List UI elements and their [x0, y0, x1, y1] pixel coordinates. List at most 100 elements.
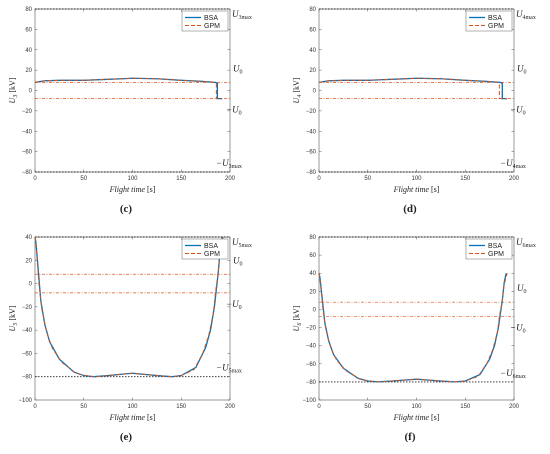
ref-label-U0: U0: [233, 255, 243, 267]
panel-label: (c): [120, 203, 133, 215]
y-tick-label: 0: [313, 307, 317, 313]
y-tick-label: 80: [309, 7, 316, 13]
x-tick-label: 0: [317, 404, 321, 410]
y-tick-label: −60: [306, 150, 317, 156]
y-tick-label: 60: [309, 27, 316, 33]
y-tick-label: −80: [22, 375, 33, 381]
y-tick-label: −20: [306, 109, 317, 115]
x-tick-label: 200: [225, 404, 236, 410]
ref-label-U0: U0: [233, 63, 243, 75]
ref-label-U5max: U5max: [232, 237, 252, 249]
x-tick-label: 50: [80, 176, 87, 182]
plot-area: [318, 236, 515, 401]
x-tick-label: 100: [411, 404, 422, 410]
y-tick-label: 60: [309, 253, 316, 259]
y-tick-label: −80: [22, 170, 33, 176]
ref-label-neg-U0: −U0: [226, 105, 242, 117]
x-tick-label: 150: [460, 176, 471, 182]
panel-label: (f): [405, 431, 416, 443]
ref-label-neg-U5max: −U5max: [216, 363, 242, 375]
x-tick-label: 200: [225, 176, 236, 182]
chart-panel-d: 0 50 100 150 200 −80 −60 −40 −20 0 20 40 60 80 U4max U0…: [292, 7, 536, 215]
x-tick-label: 100: [127, 404, 138, 410]
x-tick-label: 50: [364, 176, 371, 182]
y-tick-label: −60: [22, 351, 33, 357]
ref-label-U6max: U6max: [516, 237, 536, 249]
y-axis-label: U5 [kV]: [8, 305, 19, 331]
y-tick-label: 0: [29, 89, 33, 95]
ref-label-neg-U0: −U0: [226, 299, 242, 311]
ref-label-U0: U0: [517, 63, 527, 75]
legend-label-gpm: GPM: [204, 23, 220, 30]
x-tick-label: 150: [176, 176, 187, 182]
y-tick-label: −20: [22, 109, 33, 115]
y-tick-label: 80: [25, 7, 32, 13]
y-tick-label: 40: [25, 235, 32, 241]
y-axis-label: U3 [kV]: [8, 77, 19, 103]
ref-label-U3max: U3max: [232, 9, 252, 21]
panel-label: (d): [403, 203, 417, 215]
y-tick-label: 40: [25, 48, 32, 54]
legend-label-bsa: BSA: [488, 15, 502, 22]
legend-label-bsa: BSA: [204, 243, 218, 250]
ref-label-U4max: U4max: [516, 9, 536, 21]
y-tick-label: 20: [309, 289, 316, 295]
legend-label-gpm: GPM: [488, 23, 504, 30]
y-tick-label: −80: [306, 380, 317, 386]
ref-label-neg-U0: −U0: [510, 323, 526, 335]
ref-label-U0: U0: [517, 283, 527, 295]
x-tick-label: 0: [33, 404, 37, 410]
ref-label-neg-U4max: −U4max: [500, 158, 526, 170]
series-line-bsa: [318, 77, 508, 100]
panel-label: (e): [120, 431, 133, 443]
series-line-bsa: [34, 77, 223, 100]
y-axis-label: U4 [kV]: [292, 77, 303, 103]
y-tick-label: 20: [25, 258, 32, 264]
legend-label-bsa: BSA: [204, 15, 218, 22]
x-axis-label: Flight time [s]: [393, 185, 440, 194]
x-tick-label: 50: [80, 404, 87, 410]
y-tick-label: −40: [306, 129, 317, 135]
y-tick-label: −80: [306, 170, 317, 176]
series-line-gpm: [318, 273, 508, 383]
legend-label-gpm: GPM: [204, 251, 220, 258]
x-tick-label: 150: [176, 404, 187, 410]
y-tick-label: 40: [309, 271, 316, 277]
x-tick-label: 0: [33, 176, 37, 182]
ref-label-neg-U0: −U0: [510, 105, 526, 117]
y-tick-label: 40: [309, 48, 316, 54]
y-tick-label: 60: [25, 27, 32, 33]
legend-label-bsa: BSA: [488, 243, 502, 250]
x-tick-label: 100: [127, 176, 138, 182]
x-axis-label: Flight time [s]: [109, 413, 156, 422]
x-tick-label: 200: [509, 176, 520, 182]
chart-panel-e: 0 50 100 150 200 −100 −80 −60 −40 −20 0 20 40 U5max U0…: [8, 235, 252, 443]
y-tick-label: −100: [302, 398, 316, 404]
series-line-gpm: [34, 236, 224, 378]
legend-label-gpm: GPM: [488, 251, 504, 258]
x-tick-label: 0: [317, 176, 321, 182]
y-tick-label: 20: [25, 68, 32, 74]
y-tick-label: −40: [22, 328, 33, 334]
y-tick-label: 20: [309, 68, 316, 74]
x-axis-label: Flight time [s]: [393, 413, 440, 422]
x-tick-label: 150: [460, 404, 471, 410]
x-tick-label: 200: [509, 404, 520, 410]
y-tick-label: −20: [22, 305, 33, 311]
x-axis-label: Flight time [s]: [109, 185, 156, 194]
plot-area: [34, 8, 231, 173]
y-tick-label: 0: [29, 282, 33, 288]
x-tick-label: 100: [411, 176, 422, 182]
chart-panel-f: 0 50 100 150 200 −100 −80 −60 −40 −20 0 20 40 60 80 U6m…: [292, 235, 536, 443]
plot-area: [318, 8, 515, 173]
y-tick-label: 0: [313, 89, 317, 95]
x-tick-label: 50: [364, 404, 371, 410]
y-tick-label: −60: [306, 362, 317, 368]
plot-area: [34, 236, 231, 401]
y-tick-label: −40: [306, 344, 317, 350]
y-tick-label: −40: [22, 129, 33, 135]
